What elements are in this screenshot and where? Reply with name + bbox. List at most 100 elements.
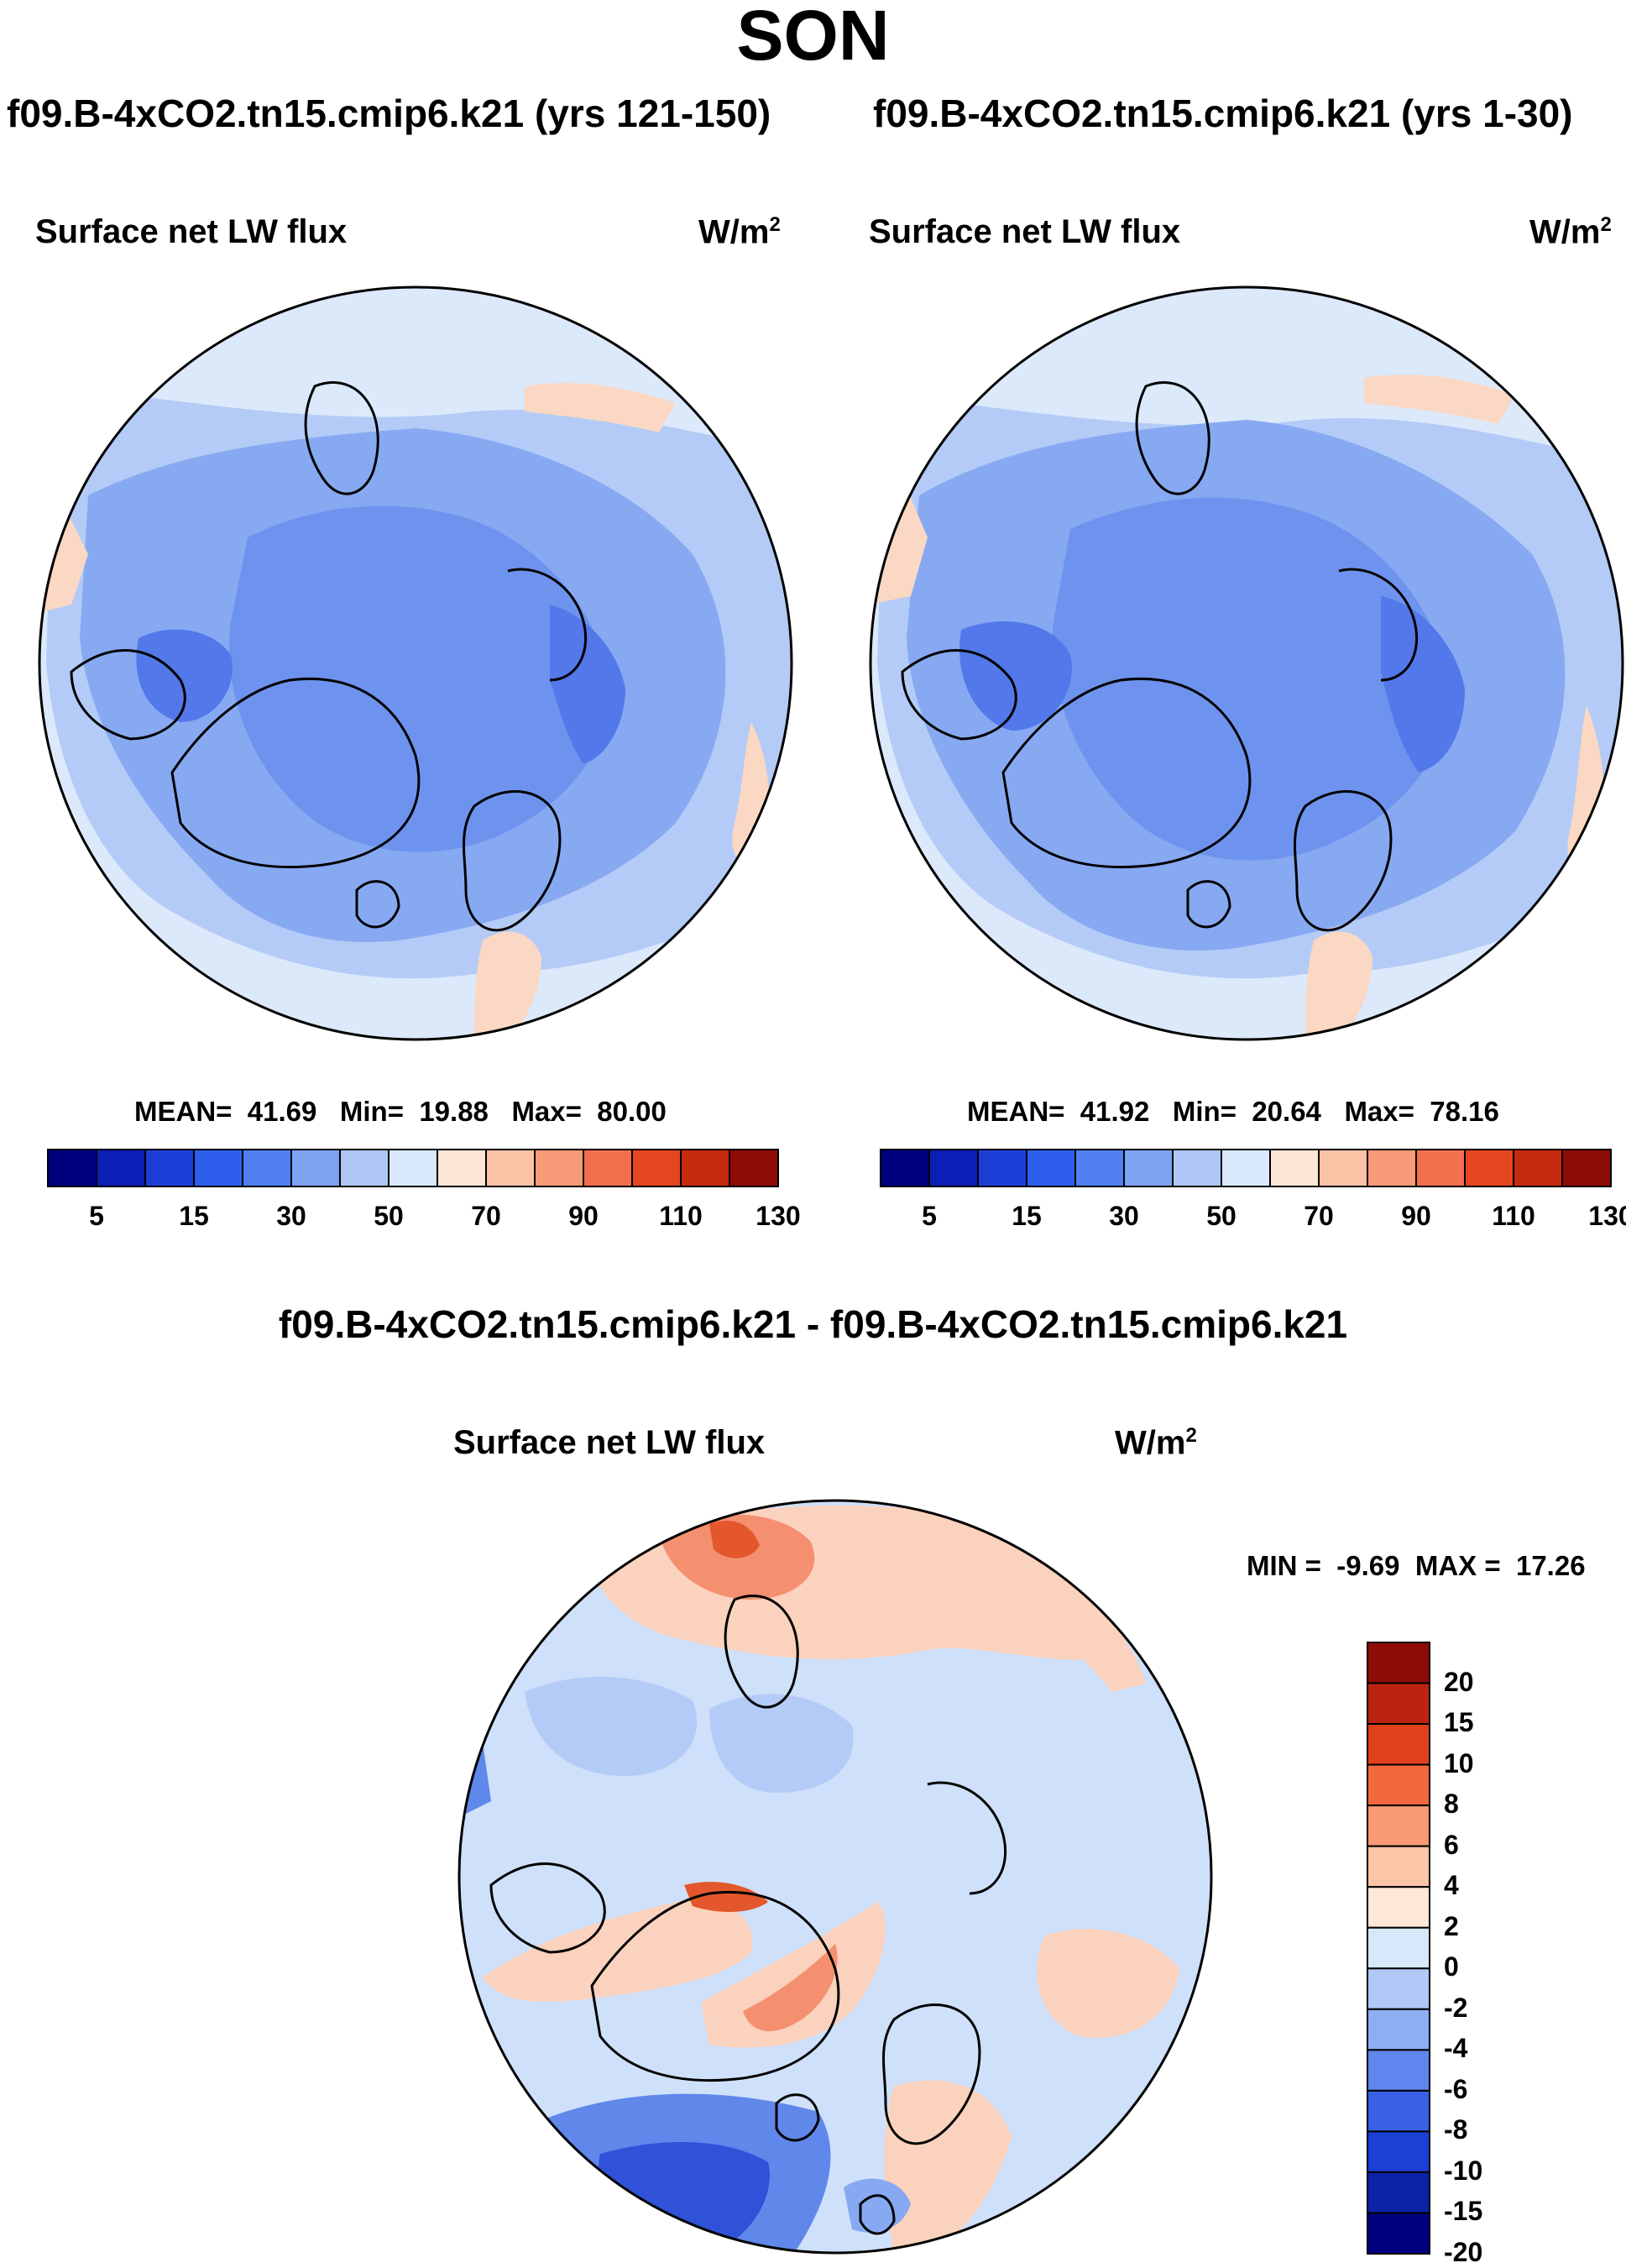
figure-title: SON bbox=[736, 0, 890, 75]
colorbar-swatch bbox=[1367, 1149, 1417, 1187]
colorbar-swatch bbox=[977, 1149, 1027, 1187]
colorbar-tick-label: -2 bbox=[1444, 1992, 1468, 2023]
map-contour-warm bbox=[525, 383, 676, 432]
colorbar-tick-label: 90 bbox=[1401, 1201, 1431, 1231]
arctic-island-coastline bbox=[489, 1862, 606, 1954]
colorbar-tick-label: 30 bbox=[276, 1201, 306, 1231]
diff-panel-colorbar-labels: 20 15 10 8 6 4 2 0 -2 -4 -6 -8 -10 -15 -20 bbox=[1444, 1642, 1545, 2267]
colorbar-tick-label: 15 bbox=[1012, 1201, 1042, 1231]
colorbar-swatch bbox=[928, 1149, 979, 1187]
colorbar-tick-label: 130 bbox=[755, 1201, 801, 1231]
map-contour-warm bbox=[884, 2080, 1012, 2253]
greenland-coastline bbox=[170, 678, 421, 868]
colorbar-swatch bbox=[583, 1149, 633, 1187]
colorbar-tick-label: 50 bbox=[374, 1201, 404, 1231]
colorbar-swatch bbox=[1367, 1723, 1430, 1766]
map-contour-red bbox=[684, 1882, 768, 1912]
colorbar-tick-label: 4 bbox=[1444, 1870, 1459, 1901]
colorbar-swatch bbox=[1367, 2130, 1430, 2173]
colorbar-swatch bbox=[1367, 1967, 1430, 2010]
panel-right-variable: Surface net LW flux bbox=[869, 213, 1181, 250]
colorbar-swatch bbox=[242, 1149, 292, 1187]
colorbar-swatch bbox=[1172, 1149, 1222, 1187]
colorbar-tick-label: 110 bbox=[659, 1201, 703, 1231]
colorbar-swatch bbox=[729, 1149, 779, 1187]
colorbar-tick-label: 2 bbox=[1444, 1910, 1459, 1941]
arctic-island-coastline bbox=[901, 649, 1017, 741]
diff-panel-minmax: MIN = -9.69 MAX = 17.26 bbox=[1247, 1550, 1586, 1581]
iceland-coastline bbox=[355, 880, 400, 929]
map-contour-darker bbox=[550, 605, 625, 764]
coastline-outlines bbox=[489, 1595, 1007, 2235]
map-contour-light bbox=[525, 1676, 698, 1776]
colorbar-swatch bbox=[144, 1149, 195, 1187]
colorbar-tick-label: 70 bbox=[471, 1201, 501, 1231]
colorbar-swatch bbox=[388, 1149, 438, 1187]
colorbar-swatch bbox=[96, 1149, 146, 1187]
colorbar-swatch bbox=[1123, 1149, 1174, 1187]
colorbar-swatch bbox=[1513, 1149, 1563, 1187]
coastline-outlines bbox=[70, 381, 588, 932]
panel-left-variable: Surface net LW flux bbox=[35, 213, 348, 250]
colorbar-swatch bbox=[47, 1149, 97, 1187]
colorbar-tick-label: 70 bbox=[1304, 1201, 1334, 1231]
map-contour-deep bbox=[229, 505, 610, 852]
colorbar-swatch bbox=[1367, 2049, 1430, 2092]
panel-left-colorbar bbox=[47, 1149, 779, 1187]
colorbar-tick-label: 8 bbox=[1444, 1789, 1459, 1820]
colorbar-swatch bbox=[1221, 1149, 1271, 1187]
colorbar-tick-label: 90 bbox=[568, 1201, 599, 1231]
colorbar-swatch bbox=[1464, 1149, 1514, 1187]
colorbar-swatch bbox=[1074, 1149, 1125, 1187]
colorbar-tick-label: -4 bbox=[1444, 2033, 1468, 2064]
panel-right-unit: W/m2 bbox=[1529, 213, 1612, 251]
colorbar-swatch bbox=[1367, 2008, 1430, 2051]
colorbar-swatch bbox=[1367, 1886, 1430, 1929]
colorbar-tick-label: 10 bbox=[1444, 1747, 1474, 1778]
iceland-coastline bbox=[1186, 880, 1231, 929]
panel-left-stats: MEAN= 41.69 Min= 19.88 Max= 80.00 bbox=[134, 1096, 667, 1127]
colorbar-tick-label: -15 bbox=[1444, 2196, 1483, 2227]
scandinavia-coastline bbox=[882, 2003, 981, 2145]
panel-left-colorbar-labels: 5 15 30 50 70 90 110 130 bbox=[47, 1201, 801, 1234]
map-contour-red bbox=[709, 1521, 760, 1558]
map-contour-warm bbox=[1305, 931, 1372, 1040]
map-contour-warm bbox=[474, 931, 541, 1040]
colorbar-tick-label: -10 bbox=[1444, 2155, 1483, 2186]
panel-right-model-title: f09.B-4xCO2.tn15.cmip6.k21 (yrs 1-30) bbox=[873, 92, 1573, 135]
map-contour-hot bbox=[743, 1944, 838, 2031]
colorbar-tick-label: -6 bbox=[1444, 2073, 1468, 2104]
colorbar-tick-label: -20 bbox=[1444, 2237, 1483, 2267]
colorbar-swatch bbox=[1367, 1845, 1430, 1888]
asia-coastline bbox=[927, 1781, 1007, 1895]
colorbar-swatch bbox=[1561, 1149, 1612, 1187]
colorbar-swatch bbox=[290, 1149, 341, 1187]
map-contour-darker bbox=[136, 629, 233, 722]
asia-coastline bbox=[1338, 568, 1419, 682]
map-contour-deep bbox=[1052, 497, 1450, 861]
colorbar-swatch bbox=[1367, 1642, 1430, 1684]
siberia-coastline bbox=[304, 381, 379, 495]
map-contour-warm bbox=[1364, 375, 1515, 424]
map-contour-warm bbox=[1037, 1929, 1179, 2038]
diff-panel-colorbar bbox=[1367, 1642, 1430, 2255]
colorbar-tick-label: 110 bbox=[1492, 1201, 1535, 1231]
colorbar-swatch bbox=[1269, 1149, 1320, 1187]
panel-left-model-title: f09.B-4xCO2.tn15.cmip6.k21 (yrs 121-150) bbox=[7, 92, 771, 135]
colorbar-tick-label: 0 bbox=[1444, 1951, 1459, 1983]
asia-coastline bbox=[507, 568, 588, 682]
map-contour-light bbox=[709, 1694, 854, 1793]
greenland-coastline bbox=[1001, 678, 1252, 868]
colorbar-swatch bbox=[1318, 1149, 1368, 1187]
colorbar-tick-label: 50 bbox=[1206, 1201, 1236, 1231]
map-boundary-circle bbox=[869, 285, 1624, 1041]
colorbar-swatch bbox=[680, 1149, 730, 1187]
colorbar-swatch bbox=[1367, 2089, 1430, 2133]
colorbar-tick-label: 130 bbox=[1588, 1201, 1626, 1231]
diff-panel-unit: W/m2 bbox=[1115, 1424, 1197, 1462]
map-contour-warm bbox=[995, 1549, 1146, 1692]
panel-right-stats: MEAN= 41.92 Min= 20.64 Max= 78.16 bbox=[967, 1096, 1499, 1127]
colorbar-swatch bbox=[1026, 1149, 1076, 1187]
diff-panel-polar-map bbox=[457, 1499, 1213, 2255]
diff-panel-title: f09.B-4xCO2.tn15.cmip6.k21 - f09.B-4xCO2… bbox=[278, 1302, 1348, 1346]
